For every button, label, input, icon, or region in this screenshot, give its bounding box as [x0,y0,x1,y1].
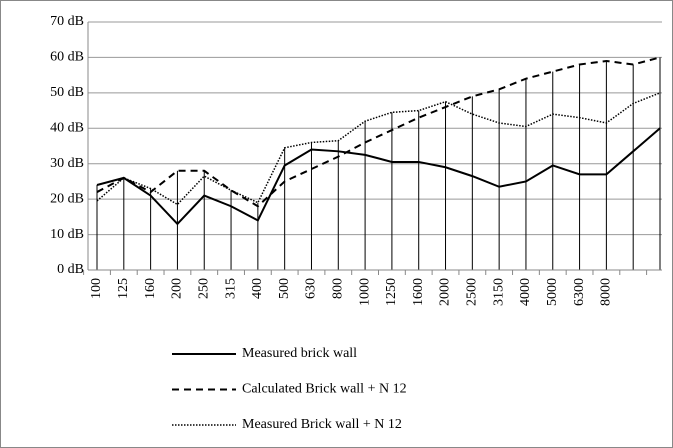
x-tick-label: 400 [250,278,265,299]
legend-label: Calculated Brick wall + N 12 [242,382,407,397]
series-line [96,92,661,206]
x-tick-label: 1600 [411,278,426,306]
x-tick-label: 5000 [545,278,560,306]
x-tick-label: 2500 [465,278,480,306]
legend-label: Measured brick wall [242,346,357,361]
x-tick-label: 8000 [599,278,614,306]
x-tick-label: 160 [143,278,158,299]
x-tick-label: 4000 [518,278,533,306]
x-tick-label: 315 [223,278,238,299]
y-tick-label: 60 dB [50,50,84,65]
y-tick-label: 50 dB [50,85,84,100]
x-tick-label: 250 [196,278,211,299]
x-tick-label: 100 [89,278,104,299]
y-tick-label: 40 dB [50,121,84,136]
x-tick-label: 200 [170,278,185,299]
x-tick-label: 1000 [357,278,372,306]
y-tick-label: 70 dB [50,14,84,29]
x-tick-label: 500 [277,278,292,299]
series-line [96,127,661,226]
y-tick-label: 0 dB [57,262,84,277]
x-tick-label: 3150 [491,278,506,306]
x-tick-label: 125 [116,278,131,299]
x-tick-label: 6300 [572,278,587,306]
y-tick-label: 20 dB [50,191,84,206]
y-tick-label: 30 dB [50,156,84,171]
x-tick-label: 1250 [384,278,399,306]
series-line [96,56,661,208]
x-tick-label: 2000 [438,278,453,306]
legend-label: Measured Brick wall + N 12 [242,417,402,432]
y-tick-label: 10 dB [50,227,84,242]
x-tick-label: 630 [304,278,319,299]
x-tick-label: 800 [331,278,346,299]
